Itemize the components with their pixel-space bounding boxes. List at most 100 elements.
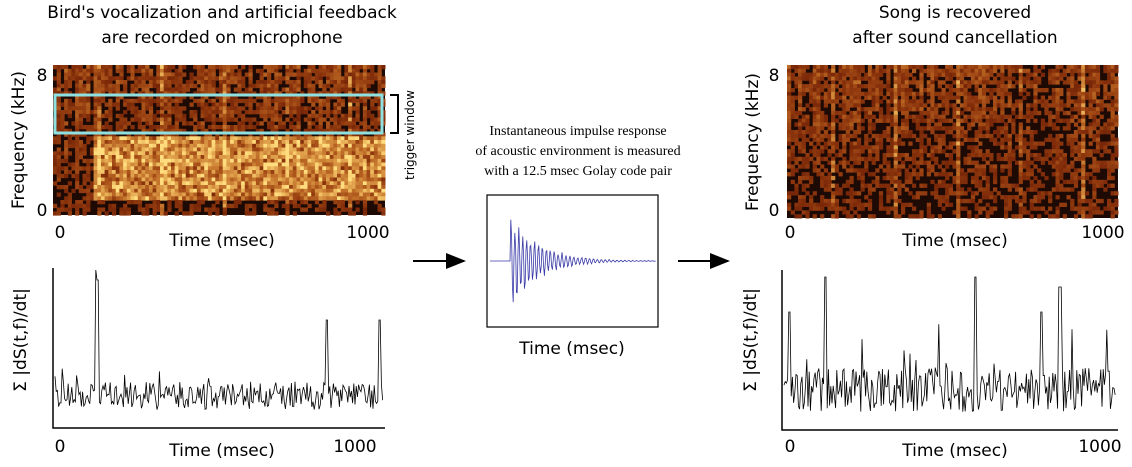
spectrogram-cell <box>975 172 979 176</box>
spectrogram-cell <box>226 73 230 77</box>
spectrogram-cell <box>322 136 326 140</box>
spectrogram-cell <box>322 181 326 185</box>
spectrogram-cell <box>842 207 846 211</box>
spectrogram-cell <box>956 195 960 199</box>
spectrogram-cell <box>868 149 872 153</box>
spectrogram-cell <box>134 140 138 144</box>
spectrogram-cell <box>967 145 971 149</box>
spectrogram-cell <box>153 178 157 182</box>
spectrogram-cell <box>341 185 345 189</box>
spectrogram-cell <box>186 88 190 92</box>
spectrogram-cell <box>378 166 382 170</box>
spectrogram-cell <box>252 84 256 88</box>
spectrogram-cell <box>949 73 953 77</box>
spectrogram-cell <box>798 142 802 146</box>
spectrogram-cell <box>1030 207 1034 211</box>
spectrogram-cell <box>824 119 828 123</box>
spectrogram-cell <box>1026 73 1030 77</box>
spectrogram-cell <box>267 155 271 159</box>
spectrogram-cell <box>131 155 135 159</box>
spectrogram-cell <box>967 168 971 172</box>
spectrogram-cell <box>315 193 319 197</box>
spectrogram-cell <box>293 211 297 215</box>
spectrogram-cell <box>897 84 901 88</box>
spectrogram-cell <box>230 159 234 163</box>
spectrogram-cell <box>861 99 865 103</box>
spectrogram-cell <box>153 174 157 178</box>
spectrogram-cell <box>245 193 249 197</box>
spectrogram-cell <box>363 185 367 189</box>
spectrogram-cell <box>1096 103 1100 107</box>
spectrogram-cell <box>378 193 382 197</box>
spectrogram-cell <box>938 203 942 207</box>
spectrogram-cell <box>271 200 275 204</box>
spectrogram-cell <box>116 189 120 193</box>
spectrogram-cell <box>278 118 282 122</box>
spectrogram-cell <box>219 159 223 163</box>
spectrogram-cell <box>223 166 227 170</box>
spectrogram-cell <box>304 174 308 178</box>
spectrogram-cell <box>256 69 260 73</box>
spectrogram-cell <box>1026 149 1030 153</box>
spectrogram-cell <box>204 88 208 92</box>
spectrogram-cell <box>919 69 923 73</box>
spectrogram-cell <box>175 110 179 114</box>
spectrogram-cell <box>149 159 153 163</box>
spectrogram-cell <box>116 166 120 170</box>
spectrogram-cell <box>864 157 868 161</box>
spectrogram-cell <box>175 136 179 140</box>
spectrogram-cell <box>297 65 301 69</box>
spectrogram-cell <box>333 76 337 80</box>
spectrogram-cell <box>897 65 901 69</box>
spectrogram-cell <box>919 103 923 107</box>
spectrogram-cell <box>190 84 194 88</box>
spectrogram-cell <box>105 193 109 197</box>
spectrogram-cell <box>1011 130 1015 134</box>
spectrogram-cell <box>348 136 352 140</box>
spectrogram-cell <box>831 203 835 207</box>
spectrogram-cell <box>1096 122 1100 126</box>
spectrogram-cell <box>142 148 146 152</box>
spectrogram-cell <box>311 88 315 92</box>
spectrogram-cell <box>60 159 64 163</box>
spectrogram-cell <box>356 208 360 212</box>
spectrogram-cell <box>164 84 168 88</box>
spectrogram-cell <box>208 136 212 140</box>
spectrogram-cell <box>245 170 249 174</box>
spectrogram-cell <box>267 148 271 152</box>
spectrogram-cell <box>156 103 160 107</box>
spectrogram-cell <box>156 65 160 69</box>
spectrogram-cell <box>71 121 75 125</box>
spectrogram-cell <box>201 103 205 107</box>
spectrogram-cell <box>868 115 872 119</box>
spectrogram-cell <box>337 174 341 178</box>
spectrogram-cell <box>83 69 87 73</box>
spectrogram-cell <box>149 181 153 185</box>
spectrogram-cell <box>1004 84 1008 88</box>
spectrogram-cell <box>308 159 312 163</box>
spectrogram-cell <box>927 142 931 146</box>
spectrogram-cell <box>182 155 186 159</box>
spectrogram-cell <box>260 110 264 114</box>
spectrogram-cell <box>79 151 83 155</box>
spectrogram-cell <box>1081 65 1085 69</box>
spectrogram-cell <box>359 148 363 152</box>
spectrogram-cell <box>260 151 264 155</box>
spectrogram-cell <box>370 136 374 140</box>
spectrogram-cell <box>886 199 890 203</box>
spectrogram-cell <box>378 76 382 80</box>
spectrogram-cell <box>297 125 301 129</box>
spectrogram-cell <box>1019 115 1023 119</box>
spectrogram-cell <box>226 84 230 88</box>
spectrogram-cell <box>289 196 293 200</box>
spectrogram-cell <box>982 69 986 73</box>
spectrogram-cell <box>1081 130 1085 134</box>
spectrogram-cell <box>311 144 315 148</box>
spectrogram-cell <box>105 103 109 107</box>
spectrogram-cell <box>850 157 854 161</box>
spectrogram-cell <box>164 65 168 69</box>
spectrogram-cell <box>193 189 197 193</box>
spectrogram-cell <box>927 172 931 176</box>
spectrogram-cell <box>234 76 238 80</box>
spectrogram-cell <box>850 77 854 81</box>
